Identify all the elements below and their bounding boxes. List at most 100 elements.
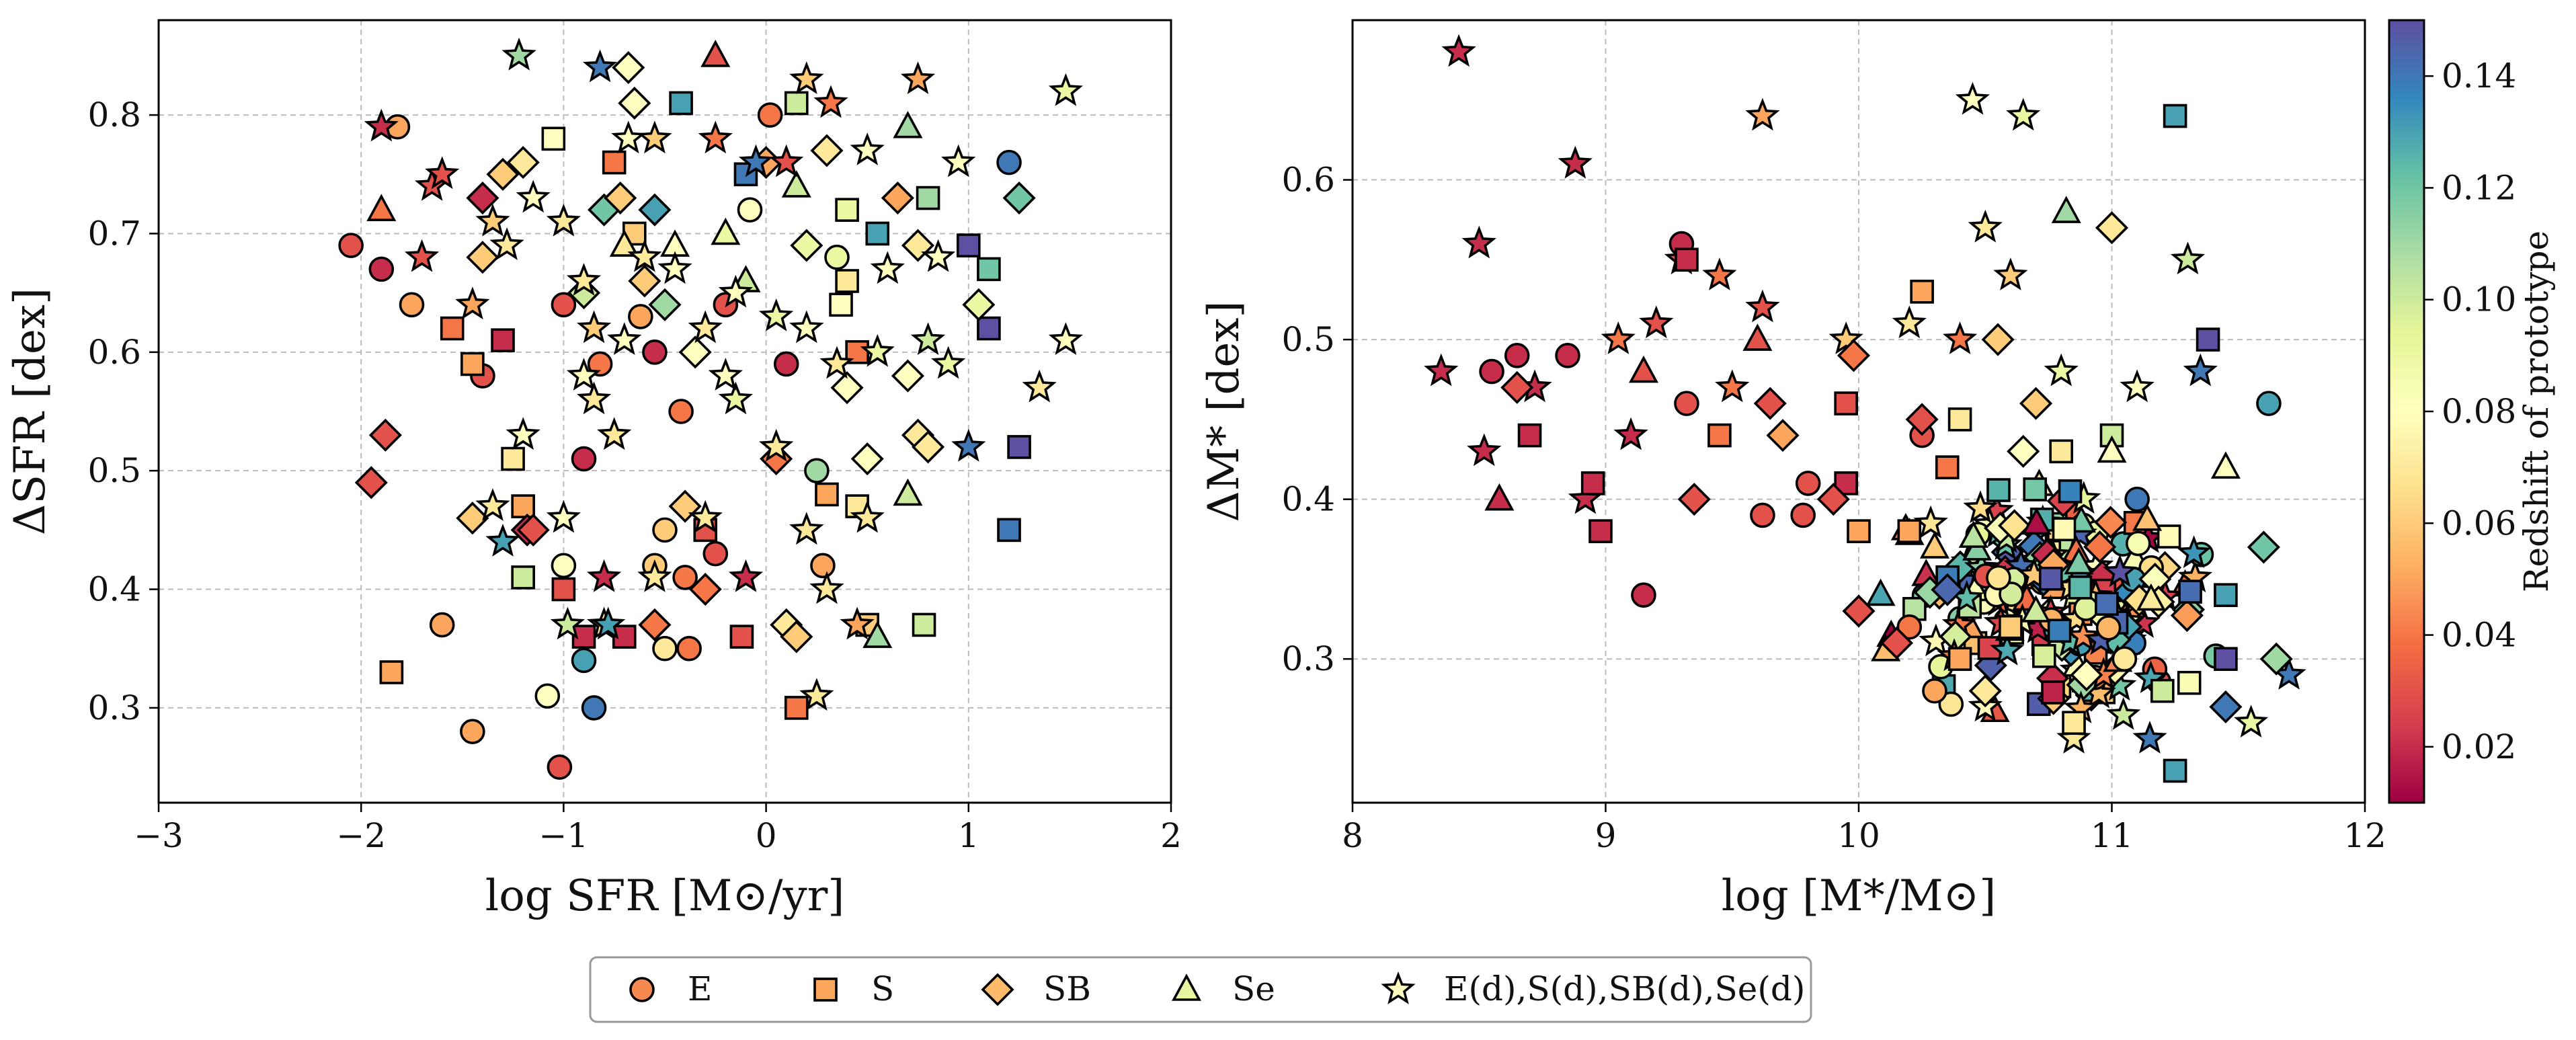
data-point (2176, 535, 2212, 569)
data-point (475, 488, 510, 521)
x-tick-label: −3 (134, 816, 184, 855)
data-point (784, 696, 809, 720)
data-point (551, 577, 576, 602)
data-point (546, 203, 581, 237)
data-point (1007, 435, 1031, 459)
data-point (860, 333, 895, 367)
data-point (460, 352, 485, 376)
data-point (893, 478, 923, 506)
left-panel: −3 −2 −1 0 1 2 0.3 0.4 0.5 0.6 0.7 0.8 log SFR [M⊙/y… (5, 19, 1182, 921)
x-tick-label: −1 (539, 816, 589, 855)
data-point (1500, 370, 1534, 404)
data-point (1639, 305, 1674, 339)
data-point (1999, 614, 2023, 639)
data-point (582, 49, 618, 83)
data-point (829, 292, 853, 317)
data-point (718, 381, 753, 415)
data-point (1842, 594, 1876, 628)
data-point (1834, 391, 1858, 415)
data-point (870, 251, 905, 284)
colorbar-tick-label: 0.02 (2442, 727, 2516, 766)
data-point (627, 239, 662, 272)
data-point (1504, 343, 1530, 368)
data-point (1753, 387, 1787, 420)
data-point (628, 304, 653, 329)
data-point (789, 310, 824, 344)
data-point (728, 559, 764, 592)
plot-frame (1351, 19, 2366, 804)
data-point (1702, 257, 1737, 290)
data-point (1816, 483, 1850, 516)
y-axis-label: ΔM* [dex] (1199, 301, 1249, 522)
colorbar: 0.02 0.04 0.06 0.08 0.10 0.12 0.14 Redshift of … (2388, 19, 2556, 804)
data-point (2124, 486, 2150, 512)
data-point (688, 310, 723, 344)
data-point (2052, 517, 2077, 542)
data-point (2070, 658, 2103, 692)
data-point (604, 181, 637, 215)
data-point (769, 144, 804, 177)
data-point (1674, 391, 1699, 416)
data-point (1558, 145, 1593, 179)
data-point (1931, 573, 1964, 606)
data-point (688, 499, 723, 533)
data-point (1922, 678, 1947, 704)
data-point (642, 339, 668, 365)
y-tick-label: 0.5 (1281, 320, 1335, 359)
legend-marker-triangle (1171, 973, 1202, 1001)
data-point (900, 61, 936, 95)
data-point (1896, 614, 1923, 640)
data-point (456, 502, 489, 535)
data-point (1467, 433, 1502, 467)
x-tick-label: −2 (336, 816, 386, 855)
x-tick-label: 9 (1595, 816, 1617, 855)
data-point (551, 292, 577, 318)
data-point (566, 263, 602, 296)
data-point (2095, 211, 2129, 245)
data-point (1837, 339, 1871, 372)
data-point (551, 553, 577, 579)
data-point (1628, 355, 1659, 383)
data-point (1935, 455, 1960, 479)
data-point (2132, 504, 2163, 531)
data-point (399, 292, 425, 318)
colorbar-bar (2388, 19, 2425, 804)
data-point (657, 251, 692, 284)
data-point (475, 203, 510, 237)
data-point (566, 358, 602, 391)
data-point (2209, 690, 2243, 724)
data-point (672, 565, 698, 590)
data-point (637, 559, 672, 592)
data-point (466, 241, 499, 274)
data-point (602, 150, 627, 175)
y-tick-label: 0.3 (87, 688, 141, 727)
data-point (354, 466, 388, 499)
data-point (2170, 598, 2204, 633)
data-point (850, 132, 885, 165)
data-point (804, 458, 830, 483)
data-point (780, 620, 813, 653)
data-point (501, 37, 536, 71)
data-point (810, 134, 844, 167)
data-point (1424, 353, 1459, 387)
data-point (789, 512, 824, 545)
data-point (587, 351, 613, 377)
data-point (1942, 321, 1978, 354)
data-point (2259, 642, 2293, 676)
data-point (996, 149, 1022, 175)
data-point (1631, 582, 1656, 608)
data-point (368, 256, 395, 282)
data-point (840, 606, 875, 640)
data-point (865, 221, 890, 246)
data-point (977, 257, 1001, 282)
data-point (850, 442, 884, 476)
y-tick-label: 0.6 (87, 333, 141, 372)
data-point (941, 144, 976, 177)
data-point (1479, 358, 1504, 385)
data-point (813, 85, 848, 118)
legend-marker-circle (629, 977, 655, 1002)
data-point (977, 316, 1001, 341)
data-point (455, 286, 490, 320)
grid (1352, 20, 2366, 803)
